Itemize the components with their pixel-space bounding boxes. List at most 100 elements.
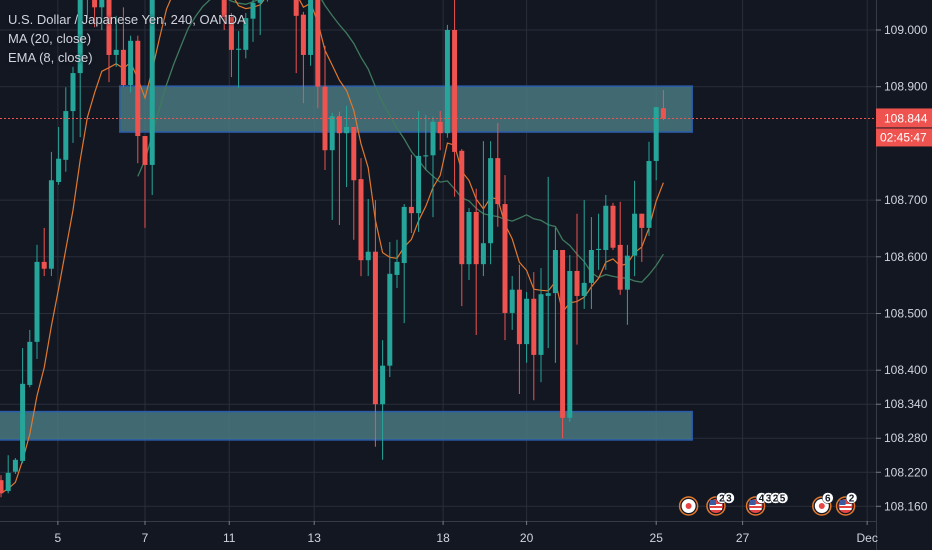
event-count-badge <box>822 492 834 504</box>
bullish-candle[interactable] <box>48 151 54 277</box>
bearish-candle[interactable] <box>610 202 616 250</box>
bullish-candle[interactable] <box>12 458 18 474</box>
bullish-candle[interactable] <box>423 115 429 171</box>
bullish-candle[interactable] <box>99 0 105 30</box>
bullish-candle[interactable] <box>624 244 630 325</box>
bullish-candle[interactable] <box>387 242 393 378</box>
bearish-candle[interactable] <box>372 200 378 447</box>
bullish-candle[interactable] <box>401 204 407 324</box>
bullish-candle[interactable] <box>545 176 551 349</box>
bullish-candle[interactable] <box>567 255 573 422</box>
bullish-candle[interactable] <box>70 66 76 143</box>
bullish-candle[interactable] <box>128 35 134 93</box>
candle-body <box>113 49 119 55</box>
bullish-candle[interactable] <box>243 12 249 59</box>
plot-area[interactable] <box>0 0 876 521</box>
event-count-badge <box>723 492 735 504</box>
ema-indicator-label[interactable]: EMA (8, close) <box>8 50 93 65</box>
bullish-candle[interactable] <box>394 239 400 288</box>
bearish-candle[interactable] <box>142 136 148 228</box>
bullish-candle[interactable] <box>329 112 335 220</box>
bearish-candle[interactable] <box>560 249 566 439</box>
bearish-candle[interactable] <box>336 111 342 226</box>
bearish-candle[interactable] <box>516 264 522 395</box>
bullish-candle[interactable] <box>63 87 69 172</box>
bullish-candle[interactable] <box>632 180 638 277</box>
bearish-candle[interactable] <box>617 201 623 295</box>
bearish-candle[interactable] <box>293 0 299 74</box>
candle-body <box>624 255 630 290</box>
bullish-candle[interactable] <box>480 141 486 277</box>
bearish-candle[interactable] <box>120 7 126 87</box>
bullish-candle[interactable] <box>380 340 386 460</box>
bullish-candle[interactable] <box>27 329 33 388</box>
event-count: 3 <box>766 494 772 505</box>
bearish-candle[interactable] <box>452 0 458 197</box>
bullish-candle[interactable] <box>588 217 594 309</box>
bearish-candle[interactable] <box>531 272 537 401</box>
bearish-candle[interactable] <box>473 188 479 336</box>
bearish-candle[interactable] <box>135 35 141 164</box>
bullish-candle[interactable] <box>365 198 371 277</box>
bullish-candle[interactable] <box>466 208 472 281</box>
bearish-candle[interactable] <box>228 12 234 78</box>
bullish-candle[interactable] <box>308 0 314 66</box>
bearish-candle[interactable] <box>502 175 508 341</box>
bullish-candle[interactable] <box>524 291 530 363</box>
bullish-candle[interactable] <box>344 105 350 188</box>
bullish-candle[interactable] <box>603 194 609 270</box>
bullish-candle[interactable] <box>581 200 587 309</box>
bearish-candle[interactable] <box>495 122 501 227</box>
bearish-candle[interactable] <box>41 227 47 277</box>
bullish-candle[interactable] <box>430 116 436 218</box>
bullish-candle[interactable] <box>250 0 256 42</box>
economic-event-us[interactable]: 2 <box>835 492 858 516</box>
bullish-candle[interactable] <box>257 0 263 36</box>
bullish-candle[interactable] <box>34 244 40 359</box>
bearish-candle[interactable] <box>660 90 666 121</box>
bullish-candle[interactable] <box>596 213 602 270</box>
us-flag-stripe <box>749 508 762 510</box>
bullish-candle[interactable] <box>56 126 62 185</box>
bearish-candle[interactable] <box>574 213 580 345</box>
bullish-candle[interactable] <box>149 0 155 195</box>
economic-event-jp[interactable]: 6 <box>812 492 834 516</box>
candle-body <box>48 180 54 269</box>
bearish-candle[interactable] <box>221 0 227 30</box>
bearish-candle[interactable] <box>0 475 4 498</box>
candle-body <box>639 213 645 228</box>
bearish-candle[interactable] <box>437 111 443 151</box>
ma-indicator-label[interactable]: MA (20, close) <box>8 31 92 46</box>
bullish-candle[interactable] <box>509 276 515 330</box>
bearish-candle[interactable] <box>408 154 414 233</box>
bullish-candle[interactable] <box>646 141 652 236</box>
bullish-candle[interactable] <box>20 348 26 464</box>
bullish-candle[interactable] <box>653 107 659 181</box>
bullish-candle[interactable] <box>85 0 90 19</box>
bearish-candle[interactable] <box>300 11 306 104</box>
bullish-candle[interactable] <box>5 455 11 494</box>
bullish-candle[interactable] <box>444 24 450 138</box>
support-zone[interactable] <box>0 410 693 441</box>
candle-body <box>336 116 342 134</box>
bullish-candle[interactable] <box>113 15 119 67</box>
bearish-candle[interactable] <box>639 213 645 262</box>
bullish-candle[interactable] <box>538 268 544 383</box>
bearish-candle[interactable] <box>459 149 465 307</box>
bearish-candle[interactable] <box>315 0 321 109</box>
bearish-candle[interactable] <box>92 0 98 28</box>
bullish-candle[interactable] <box>552 227 558 363</box>
bullish-candle[interactable] <box>77 0 83 138</box>
economic-event-jp[interactable] <box>678 496 699 516</box>
bullish-candle[interactable] <box>416 111 422 232</box>
symbol-title[interactable]: U.S. Dollar / Japanese Yen, 240, OANDA <box>8 12 246 27</box>
resistance-zone[interactable] <box>119 85 693 133</box>
bullish-candle[interactable] <box>236 31 242 88</box>
bearish-candle[interactable] <box>106 0 112 83</box>
bearish-candle[interactable] <box>351 126 357 240</box>
bullish-candle[interactable] <box>488 141 494 265</box>
bearish-candle[interactable] <box>358 158 364 277</box>
